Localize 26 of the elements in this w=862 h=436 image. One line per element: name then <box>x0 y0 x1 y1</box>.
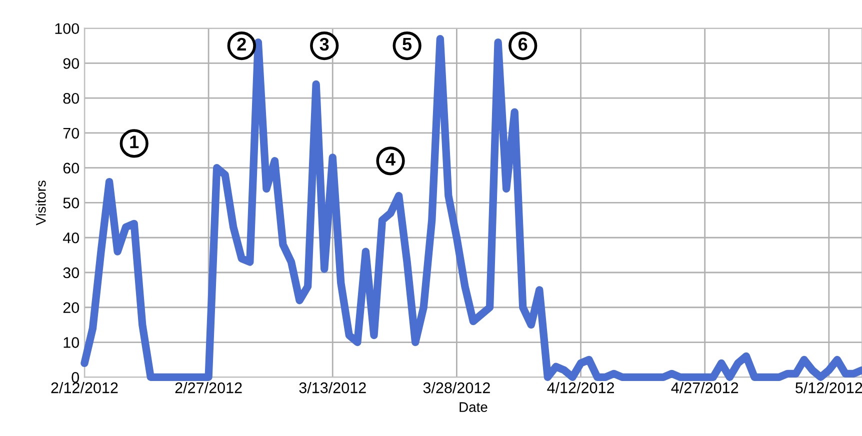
y-tick-label: 70 <box>63 128 80 139</box>
x-tick-label: 5/12/2012 <box>796 382 862 394</box>
y-tick-label: 80 <box>63 92 80 104</box>
y-axis-title: Visitors <box>36 180 46 226</box>
annotation: 4 <box>386 153 396 166</box>
annotation: 2 <box>237 38 246 50</box>
y-tick-label: 10 <box>64 337 80 348</box>
y-tick-label: 100 <box>55 23 80 34</box>
x-axis-title: Date <box>460 402 488 412</box>
y-tick-label: 90 <box>63 58 80 69</box>
annotation: 1 <box>130 136 139 148</box>
y-tick-label: 60 <box>63 162 80 174</box>
y-tick-label: 40 <box>62 232 80 244</box>
annotation: 3 <box>320 38 329 51</box>
x-tick-label: 2/27/2012 <box>175 382 242 394</box>
x-tick-label: 3/13/2012 <box>299 382 366 394</box>
x-tick-label: 4/27/2012 <box>671 382 738 394</box>
x-tick-label: 3/28/2012 <box>423 382 490 394</box>
annotation: 6 <box>518 38 528 51</box>
y-tick-label: 0 <box>72 372 80 383</box>
x-tick-label: 2/12/2012 <box>51 382 118 394</box>
y-tick-label: 20 <box>63 302 80 314</box>
x-tick-label: 4/12/2012 <box>547 382 614 394</box>
y-tick-label: 30 <box>63 267 80 278</box>
y-tick-label: 50 <box>63 198 80 208</box>
annotation: 5 <box>402 38 412 51</box>
